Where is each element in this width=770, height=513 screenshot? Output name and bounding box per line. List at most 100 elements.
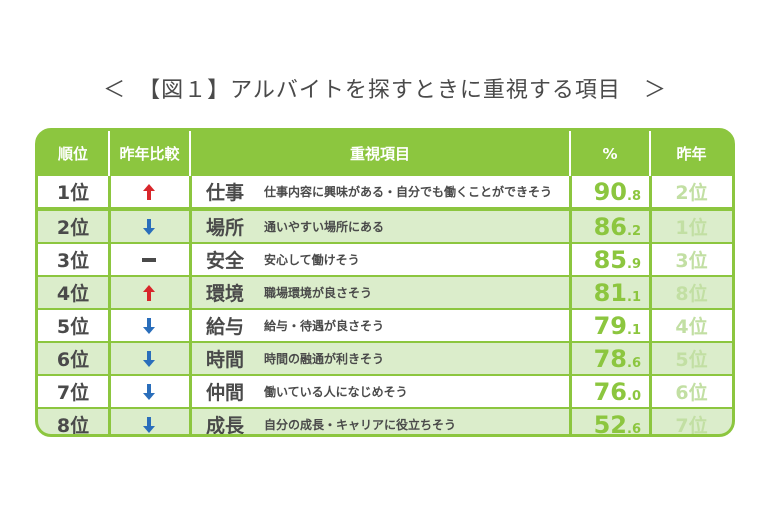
rank-cell: 1位: [56, 182, 90, 204]
row-separator: [38, 242, 732, 244]
rank-cell: 3位: [56, 250, 90, 272]
column-divider: [569, 376, 572, 407]
column-divider: [569, 343, 572, 374]
header-last-year: 昨年: [676, 145, 707, 163]
column-divider: [189, 176, 192, 207]
header-divider: [108, 131, 110, 176]
column-divider: [108, 409, 111, 434]
percent-cell: 79.1: [571, 310, 647, 341]
percent-cell: 86.2: [571, 211, 647, 242]
percent-integer: 78: [593, 344, 628, 373]
row-separator: [38, 407, 732, 409]
row-separator: [38, 374, 732, 376]
arrow-up-icon: [143, 284, 155, 301]
row-separator: [38, 275, 732, 277]
column-divider: [108, 310, 111, 341]
column-divider: [649, 277, 652, 308]
desc-cell: 仕事内容に興味がある・自分でも働くことができそう: [264, 185, 553, 199]
column-divider: [189, 409, 192, 434]
column-divider: [108, 176, 111, 207]
change-cell: [111, 211, 187, 242]
header-divider: [569, 131, 571, 176]
desc-cell: 通いやすい場所にある: [264, 220, 385, 234]
item-cell: 仕事: [205, 182, 244, 204]
last-year-cell: 8位: [675, 283, 708, 305]
desc-cell: 給与・待遇が良さそう: [264, 319, 385, 333]
change-cell: [111, 277, 187, 308]
percent-cell: 52.6: [571, 409, 647, 437]
column-divider: [189, 376, 192, 407]
item-cell: 給与: [205, 316, 244, 338]
header-divider: [649, 131, 651, 176]
desc-cell: 職場環境が良さそう: [264, 286, 373, 300]
last-year-cell: 5位: [675, 349, 708, 371]
desc-cell: 時間の融通が利きそう: [264, 352, 385, 366]
percent-cell: 78.6: [571, 343, 647, 374]
column-divider: [569, 310, 572, 341]
arrow-down-icon: [143, 416, 155, 433]
row-separator: [38, 209, 732, 211]
percent-cell: 85.9: [571, 244, 647, 275]
table-row: 1位 仕事 仕事内容に興味がある・自分でも働くことができそう 90.8 2位: [38, 176, 732, 207]
change-cell: [111, 343, 187, 374]
rank-cell: 4位: [56, 283, 90, 305]
header-percent: %: [602, 144, 618, 163]
item-cell: 仲間: [205, 382, 244, 404]
percent-decimal: .8: [627, 189, 641, 204]
last-year-cell: 7位: [675, 415, 708, 437]
desc-cell: 自分の成長・キャリアに役立ちそう: [264, 418, 457, 432]
column-divider: [108, 376, 111, 407]
rank-cell: 6位: [56, 349, 90, 371]
percent-integer: 90: [593, 177, 628, 206]
change-cell: [111, 376, 187, 407]
ranking-table: 順位 昨年比較 重視項目 % 昨年 1位 仕事 仕事内容に興味がある・自分でも働くこ…: [35, 128, 735, 437]
rank-cell: 2位: [56, 217, 90, 239]
column-divider: [189, 277, 192, 308]
header-rank: 順位: [57, 145, 88, 163]
arrow-down-icon: [143, 350, 155, 367]
column-divider: [649, 244, 652, 275]
table-row: 8位 成長 自分の成長・キャリアに役立ちそう 52.6 7位: [38, 409, 732, 437]
last-year-cell: 3位: [675, 250, 708, 272]
table-row: 4位 環境 職場環境が良さそう 81.1 8位: [38, 277, 732, 308]
percent-integer: 86: [593, 212, 628, 241]
column-divider: [649, 376, 652, 407]
table-row: 2位 場所 通いやすい場所にある 86.2 1位: [38, 211, 732, 242]
change-cell: [111, 176, 187, 207]
column-divider: [649, 343, 652, 374]
column-divider: [569, 277, 572, 308]
column-divider: [649, 409, 652, 434]
percent-integer: 76: [593, 377, 628, 406]
column-divider: [649, 310, 652, 341]
column-divider: [108, 343, 111, 374]
percent-cell: 81.1: [571, 277, 647, 308]
arrow-down-icon: [143, 383, 155, 400]
arrow-up-icon: [143, 183, 155, 200]
item-cell: 安全: [205, 250, 244, 272]
column-divider: [569, 244, 572, 275]
percent-decimal: .2: [627, 224, 641, 239]
row-separator: [38, 341, 732, 343]
percent-decimal: .0: [627, 389, 641, 404]
column-divider: [189, 244, 192, 275]
column-divider: [108, 277, 111, 308]
percent-integer: 81: [593, 278, 628, 307]
column-divider: [108, 244, 111, 275]
rank-cell: 8位: [56, 415, 90, 437]
column-divider: [189, 343, 192, 374]
last-year-cell: 6位: [675, 382, 708, 404]
percent-decimal: .1: [627, 290, 641, 305]
header-change: 昨年比較: [119, 145, 180, 163]
change-cell: [111, 310, 187, 341]
desc-cell: 働いている人になじめそう: [264, 385, 408, 399]
percent-integer: 85: [593, 245, 628, 274]
percent-decimal: .6: [627, 422, 641, 437]
column-divider: [569, 176, 572, 207]
column-divider: [569, 409, 572, 434]
table-row: 6位 時間 時間の融通が利きそう 78.6 5位: [38, 343, 732, 374]
rank-cell: 7位: [56, 382, 90, 404]
column-divider: [189, 310, 192, 341]
item-cell: 場所: [205, 217, 244, 239]
item-cell: 時間: [205, 349, 244, 371]
column-divider: [649, 176, 652, 207]
